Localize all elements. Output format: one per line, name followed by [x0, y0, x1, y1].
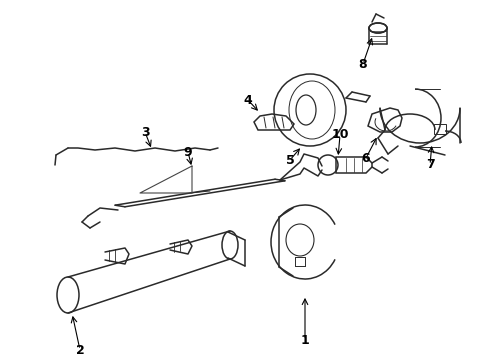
Text: 10: 10: [331, 129, 349, 141]
Text: 7: 7: [426, 158, 434, 171]
Text: 9: 9: [184, 145, 192, 158]
Text: 8: 8: [359, 58, 368, 71]
Text: 4: 4: [244, 94, 252, 107]
Text: 5: 5: [286, 153, 294, 166]
Text: 2: 2: [75, 343, 84, 356]
Bar: [434, 124, 446, 134]
Text: 3: 3: [141, 126, 149, 139]
Text: 1: 1: [301, 333, 309, 346]
Text: 6: 6: [362, 152, 370, 165]
